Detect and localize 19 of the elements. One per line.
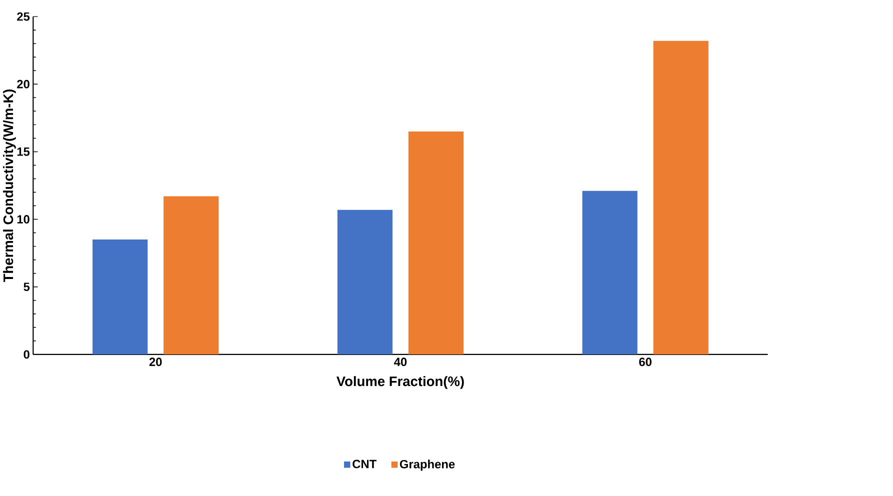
y-tick-label: 5 xyxy=(24,282,30,291)
bar xyxy=(164,196,219,354)
bar xyxy=(92,239,148,354)
bar xyxy=(408,131,464,354)
y-tick-label: 25 xyxy=(17,12,30,21)
y-tick-label: 15 xyxy=(17,147,30,156)
bar xyxy=(653,40,708,354)
x-tick-label: 20 xyxy=(149,358,162,366)
legend-label: Graphene xyxy=(400,460,455,471)
y-tick-label: 20 xyxy=(17,80,30,88)
y-tick-label: 0 xyxy=(24,350,30,359)
y-tick-label: 10 xyxy=(17,214,30,224)
x-tick-label: 40 xyxy=(394,358,407,366)
x-axis-title: Volume Fraction(%) xyxy=(336,376,464,389)
x-tick-label: 60 xyxy=(639,358,652,366)
bar xyxy=(337,210,393,354)
bar xyxy=(582,190,638,354)
y-axis-title: Thermal Conductivity(W/m-K) xyxy=(3,89,16,282)
legend-label: CNT xyxy=(352,460,376,468)
